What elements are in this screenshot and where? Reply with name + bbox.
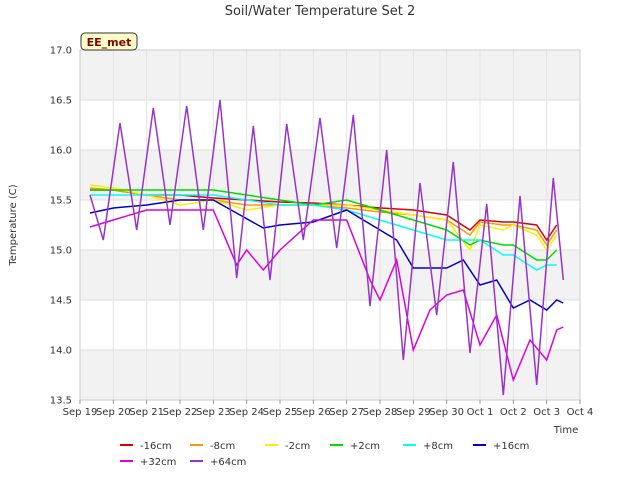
x-tick-label: Sep 23	[196, 407, 231, 418]
station-label: EE_met	[87, 36, 132, 49]
y-tick-label: 13.5	[50, 396, 72, 407]
legend: -16cm -8cm -2cm +2cm +8cm +16cm +32cm +64cm	[120, 441, 529, 468]
x-tick-label: Sep 28	[363, 407, 398, 418]
legend-label: +64cm	[210, 457, 246, 468]
series-line-plus32cm	[89, 209, 564, 383]
legend-label: +2cm	[350, 441, 380, 452]
legend-label: +32cm	[140, 457, 176, 468]
x-tick-label: Oct 1	[467, 407, 494, 418]
y-tick-labels: 13.5 14.0 14.5 15.0 15.5 16.0 16.5 17.0	[50, 46, 72, 407]
x-tick-label: Sep 22	[163, 407, 198, 418]
x-tick-label: Sep 27	[329, 407, 364, 418]
plot-band	[80, 250, 580, 300]
x-tick-label: Sep 24	[229, 407, 264, 418]
legend-label: +16cm	[493, 441, 529, 452]
y-axis-label: Temperature (C)	[8, 184, 19, 266]
x-tick-label: Sep 25	[263, 407, 298, 418]
legend-label: -16cm	[140, 441, 172, 452]
series-line-plus16cm	[89, 199, 564, 311]
plot-band	[80, 350, 580, 400]
station-label-box: EE_met	[80, 32, 138, 51]
series-line-plus8cm	[90, 194, 557, 271]
x-tick-label: Sep 30	[429, 407, 464, 418]
plot-frame	[79, 49, 581, 401]
y-tick-label: 17.0	[50, 46, 72, 57]
axes	[79, 49, 581, 401]
x-tick-label: Sep 29	[396, 407, 431, 418]
plot-band	[80, 300, 580, 350]
y-tick-label: 14.5	[50, 296, 72, 307]
series-lines	[89, 99, 565, 396]
y-tick-label: 15.0	[50, 246, 72, 257]
legend-label: -8cm	[210, 441, 235, 452]
x-tick-label: Oct 4	[567, 407, 594, 418]
plot-band	[80, 50, 580, 100]
y-tick-label: 14.0	[50, 346, 72, 357]
x-tick-label: Oct 3	[533, 407, 560, 418]
x-tick-label: Sep 26	[296, 407, 331, 418]
x-tick-label: Oct 2	[500, 407, 527, 418]
y-tick-label: 15.5	[50, 196, 72, 207]
legend-label: +8cm	[423, 441, 453, 452]
y-tick-label: 16.5	[50, 96, 72, 107]
x-axis-label: Time	[553, 425, 578, 436]
plot-band	[80, 100, 580, 150]
x-tick-label: Sep 21	[129, 407, 164, 418]
x-tick-label: Sep 19	[63, 407, 98, 418]
plot-band	[80, 200, 580, 250]
x-tick-label: Sep 20	[96, 407, 131, 418]
legend-label: -2cm	[285, 441, 310, 452]
y-tick-label: 16.0	[50, 146, 72, 157]
chart-title: Soil/Water Temperature Set 2	[225, 4, 416, 19]
series-line-plus64cm	[89, 99, 565, 396]
